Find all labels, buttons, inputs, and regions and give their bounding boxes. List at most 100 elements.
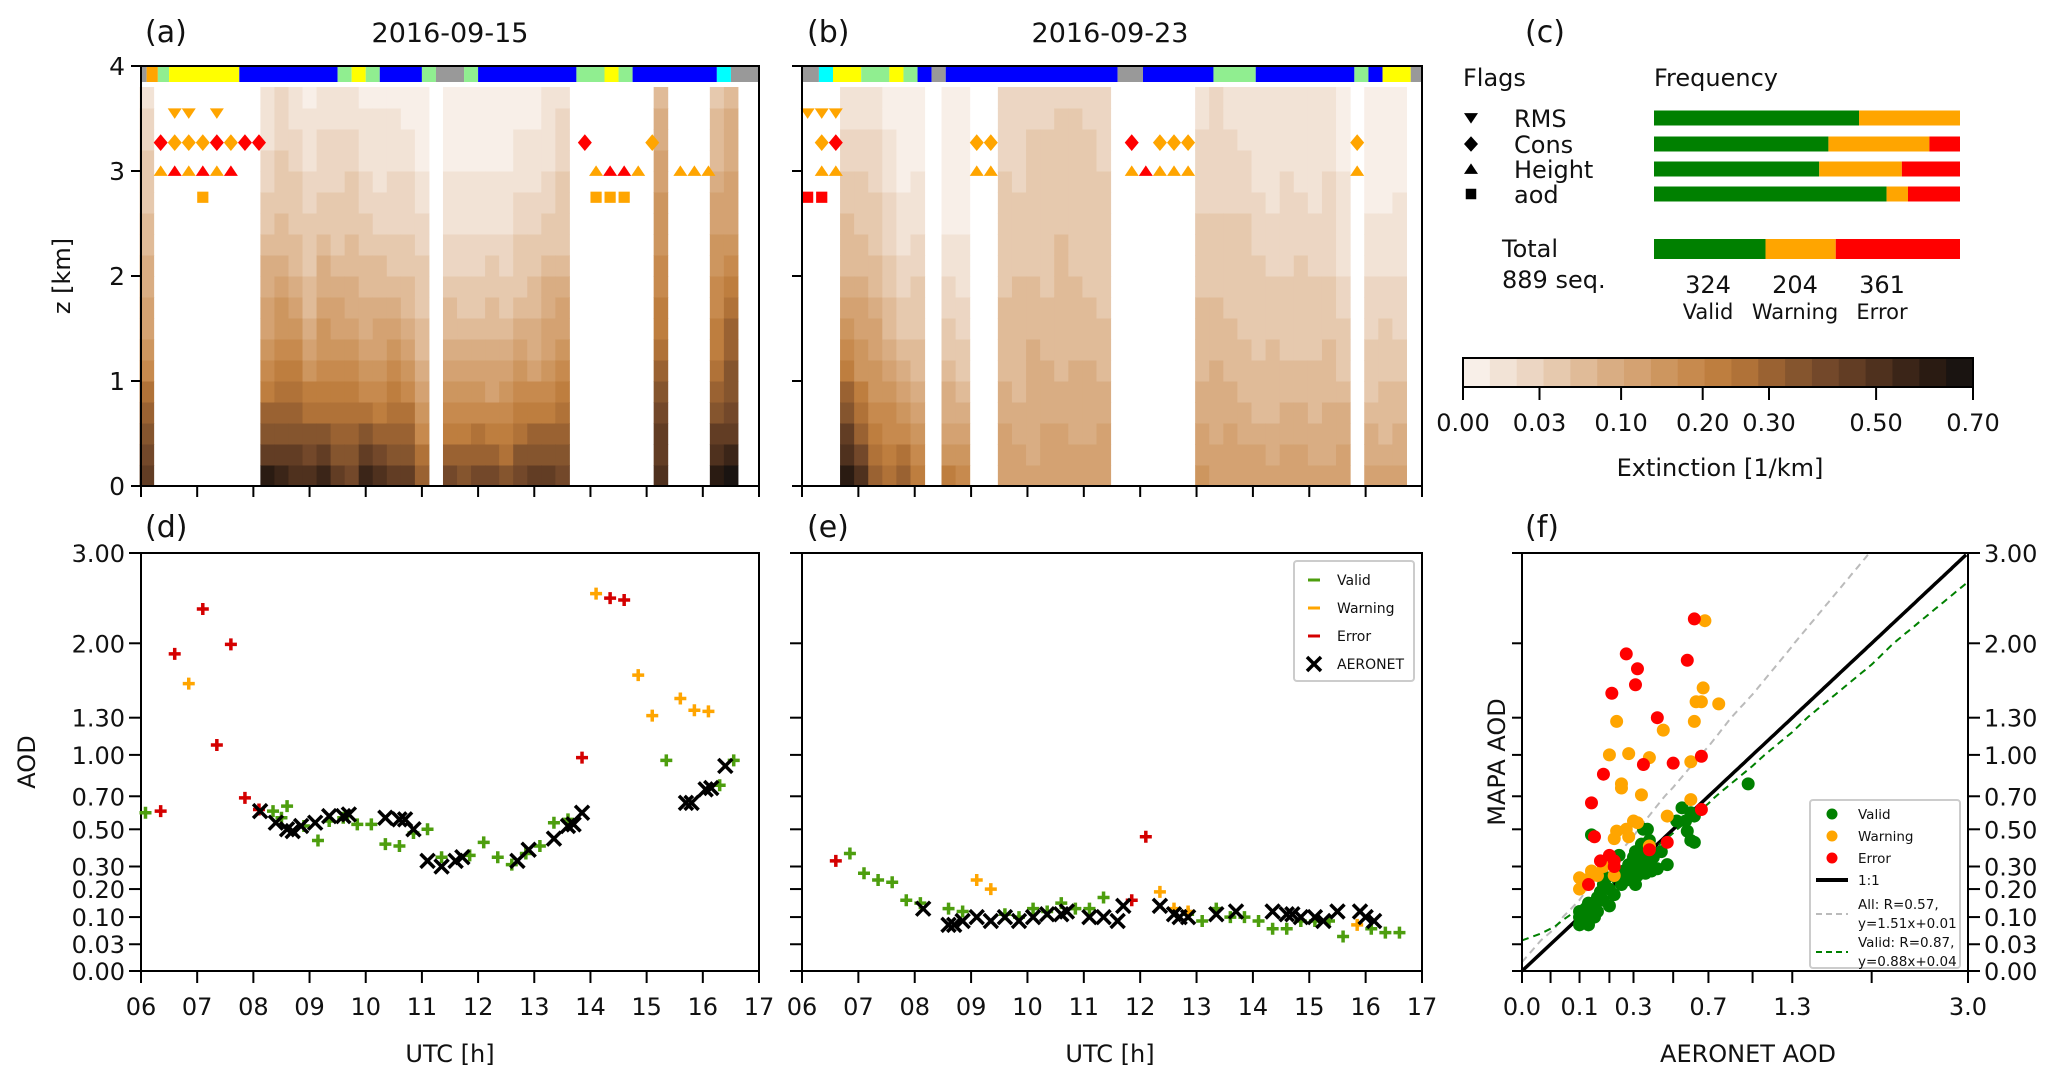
heatmap-cell <box>386 465 402 487</box>
heatmap-cell <box>414 150 430 172</box>
heatmap-cell <box>1392 297 1407 319</box>
heatmap-cell <box>400 276 416 298</box>
heatmap-cell <box>358 465 374 487</box>
heatmap-cell <box>316 255 332 277</box>
heatmap-cell <box>1209 150 1224 172</box>
heatmap-cell <box>344 108 360 130</box>
heatmap-cell <box>1054 339 1069 361</box>
heatmap-cell <box>400 444 416 466</box>
heatmap-cell <box>1237 465 1252 487</box>
heatmap-cell <box>344 213 360 235</box>
heatmap-cell <box>260 150 275 172</box>
heatmap-cell <box>1336 276 1351 298</box>
flag-triangle-up-marker <box>167 165 182 176</box>
heatmap-cell <box>997 402 1013 424</box>
heatmap-cell <box>527 213 542 235</box>
heatmap-cell <box>910 108 926 130</box>
heatmap-cell <box>1279 213 1295 235</box>
heatmap-cell <box>868 465 883 487</box>
error-point <box>604 592 617 605</box>
warning-point <box>646 709 659 722</box>
heatmap-cell <box>1237 339 1252 361</box>
heatmap-cell <box>274 234 289 256</box>
heatmap-cell <box>499 339 514 361</box>
heatmap-cell <box>1082 465 1097 487</box>
error-point <box>1666 756 1680 770</box>
x-tick-label: 16 <box>688 993 719 1021</box>
heatmap-cell <box>653 192 669 214</box>
colorbar-segment <box>1597 358 1625 387</box>
heatmap-cell <box>1040 360 1055 382</box>
heatmap-cell <box>941 129 957 151</box>
heatmap-cell <box>302 318 318 340</box>
panel-e-xlabel: UTC [h] <box>1065 1040 1154 1068</box>
heatmap-cell <box>555 381 570 403</box>
heatmap-cell <box>1026 150 1041 172</box>
total-caption-error: Error <box>1856 300 1908 324</box>
heatmap-cell <box>358 318 374 340</box>
heatmap-cell <box>910 87 926 109</box>
heatmap-cell <box>513 360 528 382</box>
heatmap-cell <box>471 213 486 235</box>
heatmap-cell <box>910 465 926 487</box>
y-tick-label: 3.00 <box>1984 540 2037 568</box>
heatmap-cell <box>1321 150 1337 172</box>
heatmap-cell <box>1307 465 1323 487</box>
heatmap-cell <box>709 360 725 382</box>
heatmap-cell <box>941 423 957 445</box>
panel-a-plot-area: 0 1 2 3 4 <box>109 52 760 501</box>
heatmap-cell <box>457 108 472 130</box>
heatmap-cell <box>527 381 542 403</box>
heatmap-cell <box>868 192 883 214</box>
heatmap-cell <box>1336 297 1351 319</box>
heatmap-cell <box>527 255 542 277</box>
heatmap-cell <box>1265 255 1281 277</box>
flag-diamond-marker <box>153 134 168 152</box>
heatmap-cell <box>555 276 570 298</box>
flag-triangle-up-marker <box>631 165 646 176</box>
heatmap-cell <box>882 339 897 361</box>
heatmap-cell <box>513 276 528 298</box>
heatmap-cell <box>1307 234 1323 256</box>
heatmap-cell <box>527 276 542 298</box>
heatmap-cell <box>1392 255 1407 277</box>
heatmap-cell <box>1096 276 1112 298</box>
heatmap-cell <box>541 234 556 256</box>
heatmap-cell <box>499 129 514 151</box>
heatmap-cell <box>139 276 155 298</box>
warning-point <box>970 874 983 887</box>
heatmap-cell <box>442 360 458 382</box>
x-tick-label: 08 <box>238 993 269 1021</box>
heatmap-cell <box>840 339 855 361</box>
heatmap-cell <box>1237 255 1252 277</box>
heatmap-cell <box>1293 129 1309 151</box>
heatmap-cell <box>513 87 528 109</box>
valid-point <box>1393 926 1406 939</box>
heatmap-cell <box>1251 192 1267 214</box>
heatmap-cell <box>1011 171 1027 193</box>
colorbar-segment <box>1463 358 1491 387</box>
aeronet-point <box>1357 908 1374 926</box>
heatmap-cell <box>414 213 430 235</box>
heatmap-cell <box>1026 423 1041 445</box>
heatmap-cell <box>1054 87 1069 109</box>
heatmap-cell <box>372 129 388 151</box>
heatmap-cell <box>471 318 486 340</box>
y-tick-label: 0.10 <box>1984 904 2037 932</box>
colorbar-segment <box>1865 358 1893 387</box>
heatmap-cell <box>1293 213 1309 235</box>
legend-entry: Valid: R=0.87, <box>1858 935 1954 951</box>
heatmap-cell <box>457 87 472 109</box>
heatmap-cell <box>709 87 725 109</box>
aeronet-point <box>520 841 537 858</box>
heatmap-cell <box>723 297 739 319</box>
heatmap-cell <box>1336 465 1351 487</box>
heatmap-cell <box>723 234 739 256</box>
heatmap-cell <box>442 276 458 298</box>
heatmap-cell <box>1054 297 1069 319</box>
colorbar-tick-label: 0.30 <box>1742 409 1795 437</box>
warning-point <box>1696 681 1710 695</box>
heatmap-cell <box>1026 276 1041 298</box>
heatmap-cell <box>941 381 957 403</box>
heatmap-cell <box>1011 108 1027 130</box>
